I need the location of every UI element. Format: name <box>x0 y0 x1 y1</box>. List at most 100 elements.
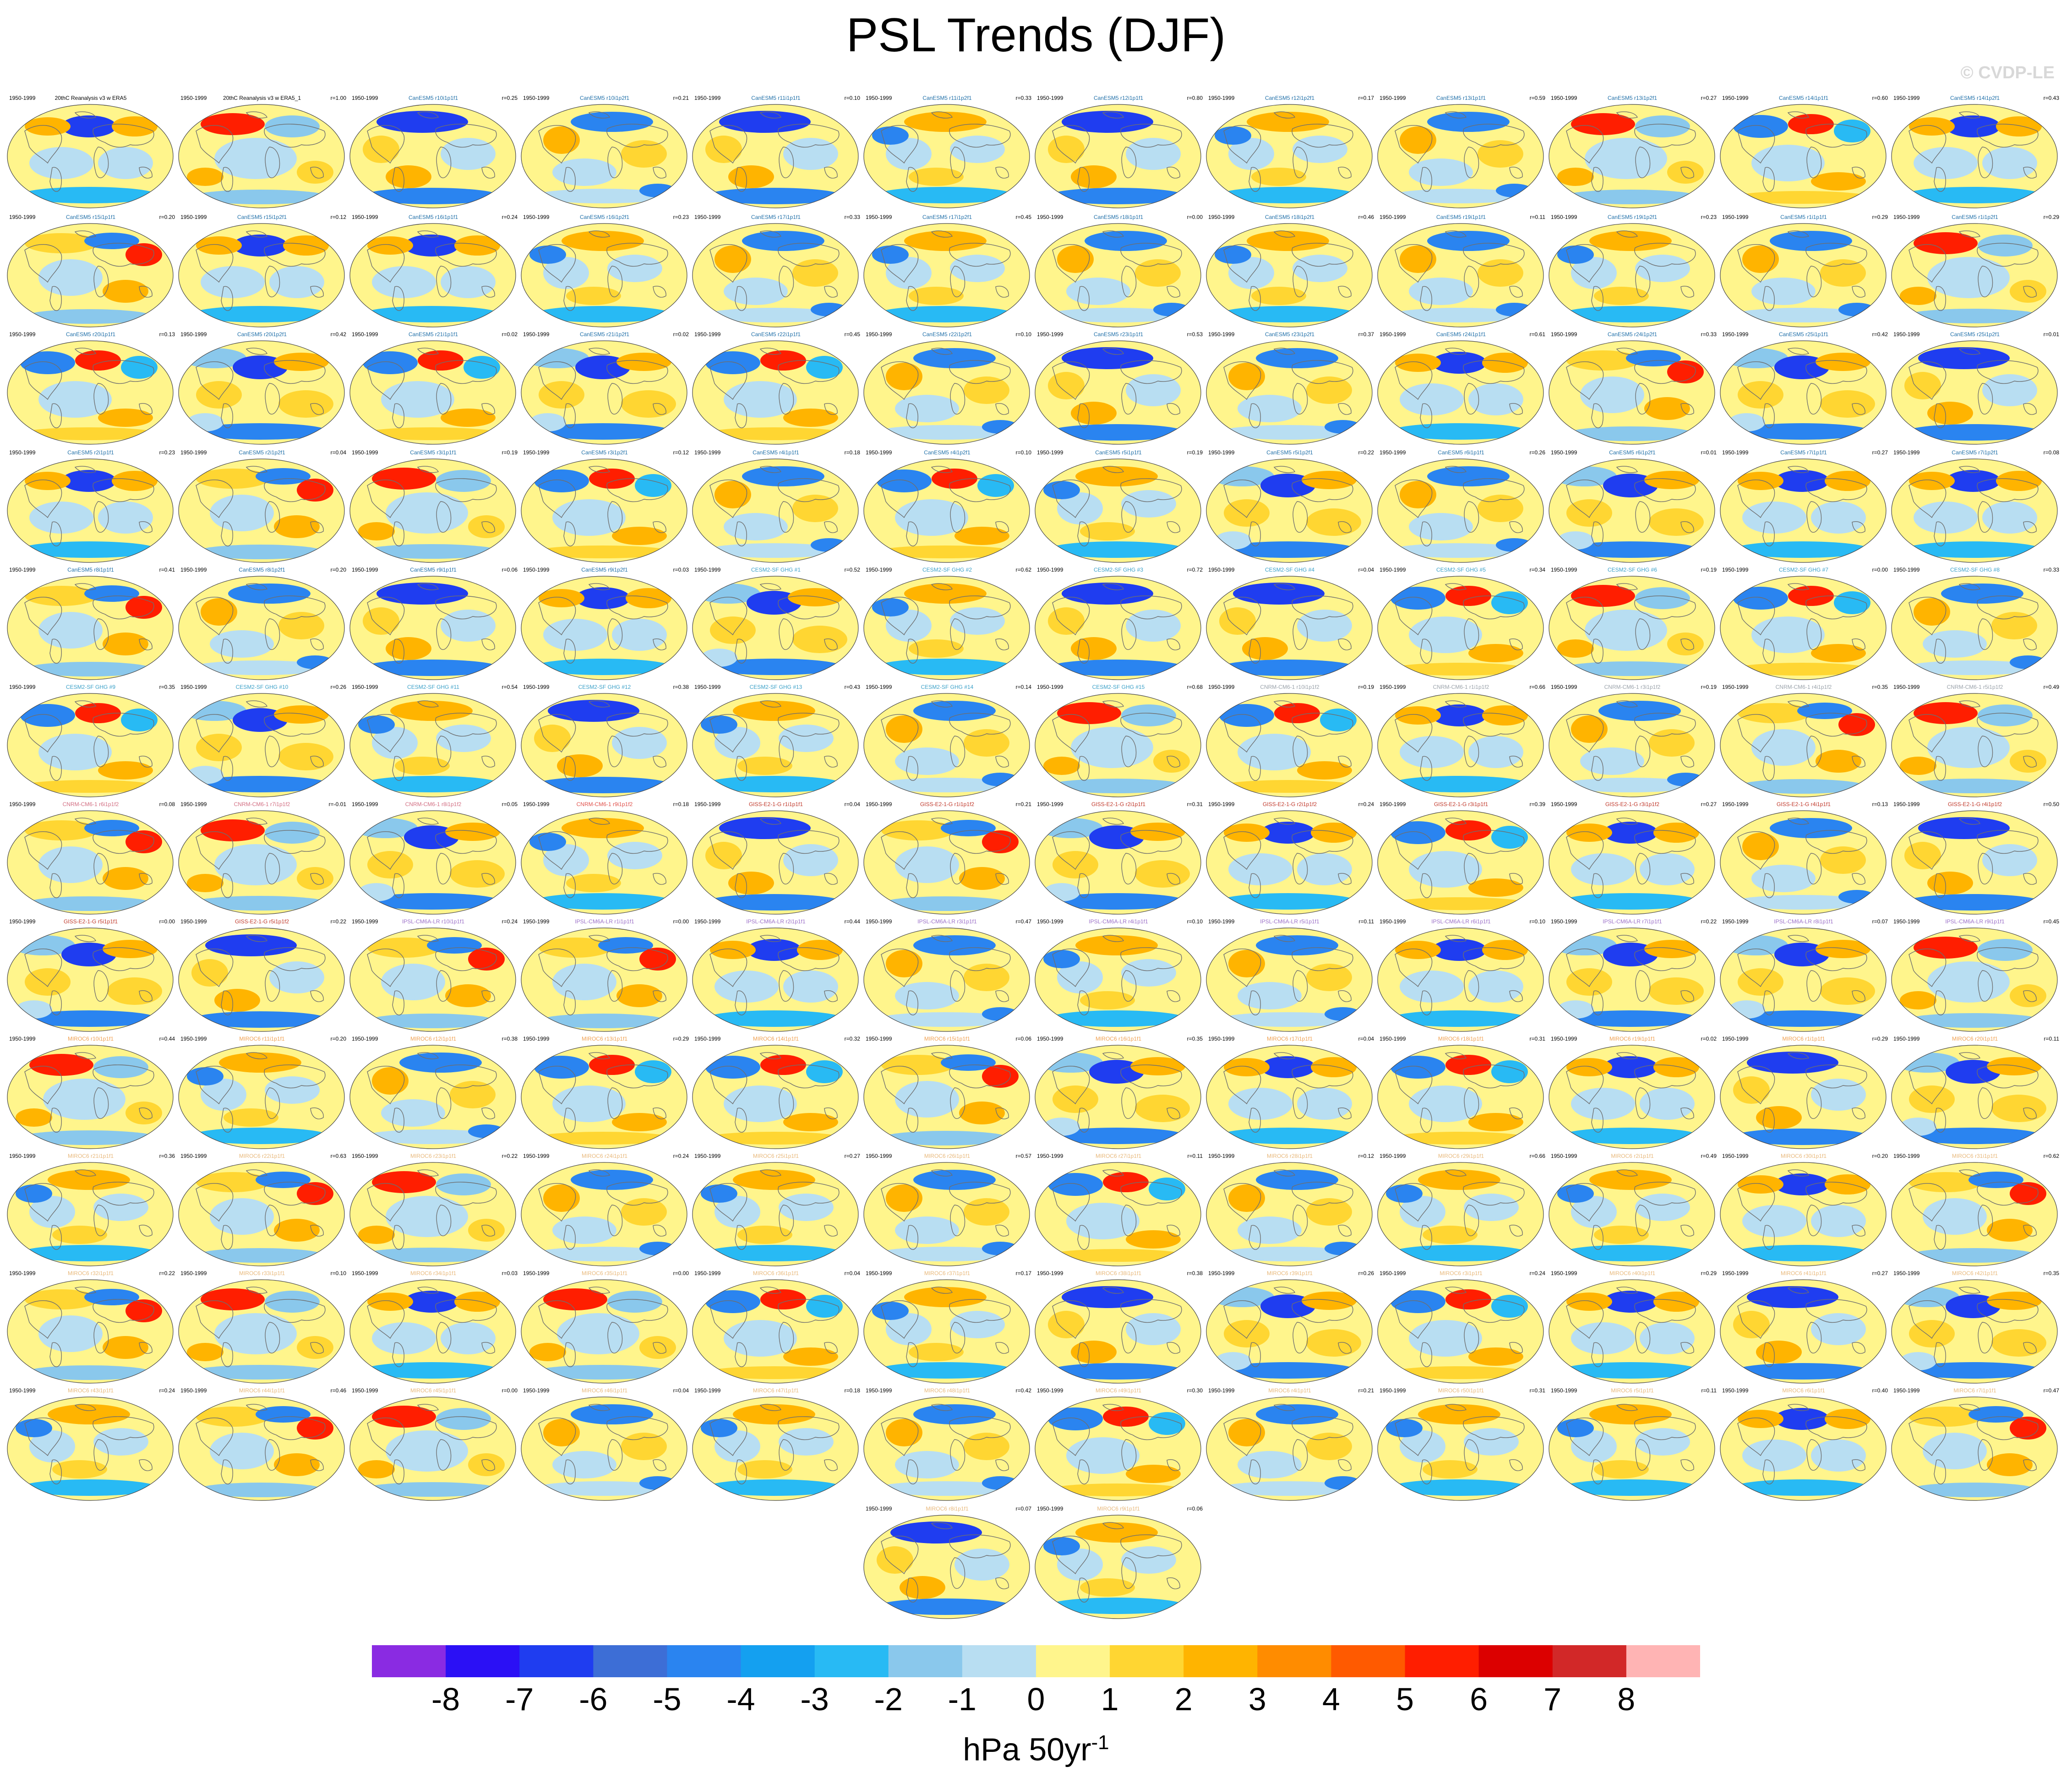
panel-period: 1950-1999 <box>180 1036 207 1042</box>
trend-map <box>7 340 174 445</box>
trend-contour <box>1585 610 1667 651</box>
panel-correlation: r=0.27 <box>1701 95 1717 101</box>
coastline <box>1052 125 1090 164</box>
map-panel: 1950-1999 MIROC6 r26i1p1f1 r=0.57 <box>861 1151 1033 1269</box>
panel-correlation: r=1.00 <box>330 95 346 101</box>
trend-contour <box>265 115 320 137</box>
coastline <box>1464 383 1479 415</box>
coastline <box>1509 1107 1523 1119</box>
panel-title: MIROC6 r23i1p1f1 <box>410 1153 457 1159</box>
coastline <box>1978 1439 1993 1471</box>
trend-contour <box>16 1108 52 1127</box>
trend-map <box>349 693 516 797</box>
map-border <box>863 1515 1030 1619</box>
coastline <box>1223 1183 1261 1222</box>
panel-title: GISS-E2-1-G r2i1p1f2 <box>1262 801 1317 807</box>
trend-contour <box>941 820 996 836</box>
panel-period: 1950-1999 <box>9 214 36 220</box>
coastline <box>481 167 495 179</box>
coastline <box>1120 1534 1182 1559</box>
trend-map <box>178 104 345 208</box>
map-panel: 1950-1999 MIROC6 r25i1p1f1 r=0.27 <box>690 1151 862 1269</box>
trend-contour <box>1228 853 1292 885</box>
map-border <box>1891 1396 2058 1501</box>
map-border <box>1206 458 1373 563</box>
panel-title: CanESM5 r1i1p1f1 <box>1780 214 1827 220</box>
trend-contour <box>214 844 297 885</box>
coastline <box>563 521 576 546</box>
coastline <box>906 286 918 311</box>
coastline <box>1445 1404 1467 1411</box>
coastline <box>74 348 97 355</box>
panel-title: CanESM5 r22i1p2f1 <box>922 331 972 338</box>
trend-contour <box>278 743 333 770</box>
trend-contour <box>1071 165 1117 188</box>
trend-map <box>1891 340 2058 445</box>
coastline <box>1680 1107 1694 1119</box>
coastline <box>417 1169 439 1177</box>
trend-contour <box>714 245 751 273</box>
coastline <box>392 403 404 428</box>
coastline <box>1509 990 1523 1002</box>
map-border <box>1891 693 2058 797</box>
trend-contour <box>1923 630 1987 658</box>
trend-contour <box>1496 303 1532 316</box>
map-border <box>1549 576 1715 680</box>
trend-contour <box>705 308 843 322</box>
coastline <box>759 935 782 942</box>
panel-period: 1950-1999 <box>1208 1270 1235 1276</box>
panel-period: 1950-1999 <box>1380 214 1406 220</box>
panel-period: 1950-1999 <box>523 214 550 220</box>
colorbar-cell <box>1626 1645 1700 1677</box>
map-border <box>1377 693 1544 797</box>
trend-contour <box>806 1295 843 1318</box>
coastline <box>1958 818 1981 825</box>
panel-title: CanESM5 r6i1p1f1 <box>1438 449 1484 456</box>
map-border <box>863 1045 1030 1149</box>
coastline <box>1806 736 1822 767</box>
trend-contour <box>1838 890 1875 904</box>
trend-contour <box>1149 1178 1185 1200</box>
trend-contour <box>562 818 644 838</box>
coastline <box>1958 111 1981 119</box>
trend-contour <box>1057 1549 1103 1581</box>
trend-contour <box>909 287 964 305</box>
panel-title: CanESM5 r13i1p2f1 <box>1607 95 1658 101</box>
trend-map <box>1206 1396 1373 1501</box>
coastline <box>759 818 782 825</box>
trend-contour <box>1478 140 1523 168</box>
coastline <box>1616 1287 1638 1294</box>
trend-contour <box>1941 584 2023 604</box>
trend-contour <box>877 1546 913 1574</box>
coastline <box>906 1107 918 1133</box>
trend-contour <box>1733 308 1870 322</box>
map-panel: 1950-1999 CanESM5 r20i1p2f1 r=0.42 <box>176 330 348 447</box>
coastline <box>653 1342 666 1354</box>
trend-contour <box>742 231 824 251</box>
coastline <box>1395 714 1433 753</box>
panel-period: 1950-1999 <box>1380 449 1406 456</box>
coastline <box>931 700 953 708</box>
trend-contour <box>1751 729 1816 766</box>
coastline <box>1273 466 1296 473</box>
coastline <box>139 286 153 298</box>
map-panel: 1950-1999 MIROC6 r42i1p1f1 r=0.35 <box>1889 1269 2061 1386</box>
trend-contour <box>534 545 671 558</box>
trend-contour <box>982 1007 1019 1021</box>
coastline <box>1978 501 1993 533</box>
coastline <box>607 618 623 650</box>
panel-correlation: r=0.06 <box>1015 1036 1031 1042</box>
coastline <box>1762 403 1775 428</box>
panel-period: 1950-1999 <box>694 331 721 338</box>
trend-contour <box>964 1433 1009 1460</box>
trend-contour <box>125 596 162 619</box>
map-border <box>1035 1045 1201 1149</box>
trend-map <box>1206 576 1373 680</box>
trend-contour <box>589 469 635 489</box>
coastline <box>93 1064 154 1089</box>
trend-map <box>863 104 1030 208</box>
coastline <box>196 714 234 753</box>
coastline <box>778 124 840 148</box>
trend-contour <box>38 259 103 296</box>
map-panel: 1950-1999 MIROC6 r38i1p1f1 r=0.38 <box>1032 1269 1205 1386</box>
